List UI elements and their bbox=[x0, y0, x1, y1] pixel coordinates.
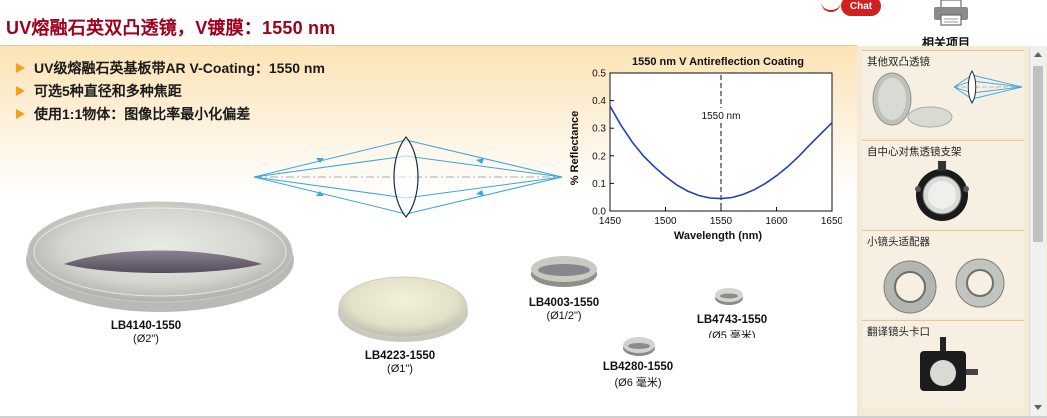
ray-diagram bbox=[254, 136, 562, 218]
feature-item: 可选5种直径和多种焦距 bbox=[16, 79, 325, 102]
chart-y-label: % Reflectance bbox=[569, 111, 581, 186]
lens-mount-thumbnail bbox=[915, 161, 969, 221]
ray-arrow-icons bbox=[316, 158, 484, 196]
biconvex-lenses-thumbnail bbox=[872, 70, 1023, 128]
biconvex-lens-icon bbox=[393, 136, 419, 218]
feature-item: UV级熔融石英基板带AR V-Coating：1550 nm bbox=[16, 56, 325, 79]
annotation-label: 1550 nm bbox=[702, 111, 741, 122]
chat-label: Chat bbox=[841, 0, 881, 16]
lens-photo-lb4743 bbox=[715, 288, 743, 305]
bullet-arrow-icon bbox=[16, 108, 25, 119]
x-tick-label: 1550 bbox=[710, 216, 733, 227]
lens-caption: LB4140-1550 (Ø2") bbox=[86, 320, 206, 345]
reflectance-curve bbox=[609, 105, 833, 200]
lens-photo-lb4003 bbox=[531, 256, 597, 287]
lens-diameter: (Ø5 毫米) bbox=[708, 330, 756, 338]
lens-caption: LB4003-1550 (Ø1/2") bbox=[516, 297, 612, 322]
feature-text: 可选5种直径和多种焦距 bbox=[34, 82, 182, 99]
chart-title: 1550 nm V Antireflection Coating bbox=[632, 56, 804, 68]
lens-diameter: (Ø1/2") bbox=[546, 310, 582, 322]
related-item-card[interactable]: 小镜头适配器 bbox=[862, 230, 1024, 318]
lens-caption: LB4223-1550 (Ø1") bbox=[344, 350, 456, 375]
related-item-label: 自中心对焦透镜支架 bbox=[867, 146, 962, 158]
bullet-arrow-icon bbox=[16, 62, 25, 73]
x-tick-label: 1650 bbox=[821, 216, 842, 227]
page-title: UV熔融石英双凸透镜，V镀膜：1550 nm bbox=[6, 18, 336, 38]
lens-part-number[interactable]: LB4003-1550 bbox=[528, 297, 600, 309]
y-tick-label: 0.1 bbox=[592, 179, 606, 190]
y-tick-label: 0.3 bbox=[592, 124, 606, 135]
annotation-bg bbox=[697, 108, 745, 122]
lens-part-number[interactable]: LB4280-1550 bbox=[602, 361, 674, 373]
scroll-thumb[interactable] bbox=[1033, 66, 1043, 242]
lens-photo-lb4280 bbox=[623, 337, 655, 356]
printer-icon bbox=[934, 0, 968, 26]
lens-part-number[interactable]: LB4223-1550 bbox=[364, 350, 436, 362]
y-tick-label: 0.0 bbox=[592, 207, 606, 218]
related-item-label: 小镜头适配器 bbox=[867, 236, 930, 248]
related-item-card[interactable]: 翻译镜头卡口 bbox=[862, 320, 1024, 408]
scroll-down-icon[interactable] bbox=[1034, 405, 1042, 410]
lens-photo-lb4140 bbox=[26, 201, 294, 312]
lens-diameter: (Ø1") bbox=[387, 363, 413, 375]
lens-caption: LB4743-1550 (Ø5 毫米) bbox=[686, 314, 778, 338]
lens-adapter-thumbnail bbox=[883, 258, 1005, 314]
related-items-sidebar: 其他双凸透镜 自中心对焦透镜支架 bbox=[857, 46, 1047, 418]
bullet-arrow-icon bbox=[16, 85, 25, 96]
y-tick-label: 0.2 bbox=[592, 151, 606, 162]
x-tick-label: 1450 bbox=[599, 216, 622, 227]
scroll-up-icon[interactable] bbox=[1034, 52, 1042, 57]
related-item-label: 翻译镜头卡口 bbox=[867, 326, 930, 338]
x-tick-label: 1500 bbox=[654, 216, 677, 227]
chat-button[interactable]: Chat bbox=[821, 0, 881, 18]
sidebar-scrollbar[interactable] bbox=[1029, 46, 1046, 418]
ray-lines bbox=[254, 139, 562, 215]
feature-text: 使用1:1物体：图像比率最小化偏差 bbox=[34, 105, 251, 122]
lens-diameter: (Ø2") bbox=[133, 333, 159, 345]
translation-mount-thumbnail bbox=[920, 337, 978, 391]
lens-diameter: (Ø6 毫米) bbox=[614, 377, 662, 389]
feature-list: UV级熔融石英基板带AR V-Coating：1550 nm 可选5种直径和多种… bbox=[16, 56, 325, 125]
related-item-card[interactable]: 自中心对焦透镜支架 bbox=[862, 140, 1024, 228]
chart-plot-area: 1450 1500 1550 1600 1650 0.0 0.1 0.2 0.3 0.4 0.5 15… bbox=[592, 69, 842, 228]
lens-part-number[interactable]: LB4743-1550 bbox=[696, 314, 768, 326]
lens-photo-lb4223 bbox=[338, 276, 468, 342]
feature-item: 使用1:1物体：图像比率最小化偏差 bbox=[16, 102, 325, 125]
title-divider bbox=[0, 45, 857, 46]
related-items-button[interactable]: 相关项目 bbox=[906, 0, 978, 50]
y-tick-label: 0.4 bbox=[592, 96, 606, 107]
lens-caption: LB4280-1550 (Ø6 毫米) bbox=[592, 361, 684, 390]
chat-arc-icon bbox=[821, 0, 841, 12]
x-tick-label: 1600 bbox=[765, 216, 788, 227]
feature-text: UV级熔融石英基板带AR V-Coating：1550 nm bbox=[34, 59, 325, 76]
related-item-card[interactable]: 其他双凸透镜 bbox=[862, 50, 1024, 138]
lens-part-number[interactable]: LB4140-1550 bbox=[110, 320, 182, 332]
related-item-label: 其他双凸透镜 bbox=[867, 56, 930, 68]
reflectance-chart: 1550 nm V Antireflection Coating 1450 150… bbox=[569, 56, 842, 242]
chart-x-label: Wavelength (nm) bbox=[674, 230, 763, 242]
y-tick-label: 0.5 bbox=[592, 69, 606, 80]
bottom-divider bbox=[0, 416, 1047, 418]
